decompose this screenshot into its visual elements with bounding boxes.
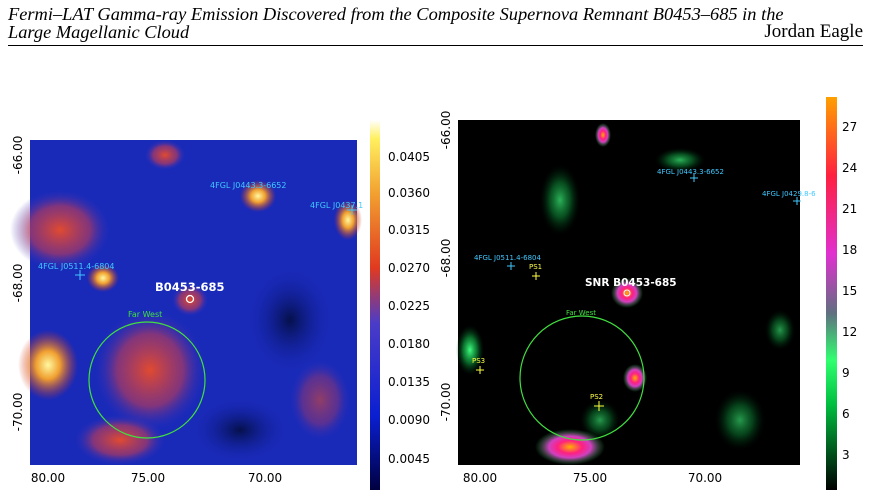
colorbar-tick-label: 24	[842, 161, 857, 175]
author: Jordan Eagle	[764, 21, 863, 42]
left-map	[10, 140, 362, 465]
y-tick-label: -68.00	[439, 239, 453, 278]
colorbar-tick-label: 0.0360	[388, 186, 430, 200]
colorbar-tick-label: 0.0315	[388, 223, 430, 237]
colorbar-tick-label: 0.0090	[388, 413, 430, 427]
colorbar-tick-label: 21	[842, 202, 857, 216]
colorbar	[826, 97, 837, 490]
x-tick-label: 80.00	[31, 471, 65, 485]
running-title: Large Magellanic Cloud	[8, 22, 190, 42]
y-tick-label: -66.00	[439, 111, 453, 150]
colorbar-tick-label: 18	[842, 243, 857, 257]
map-annotation: 4FGL J0511.4-6804	[38, 262, 115, 271]
x-tick-label: 70.00	[248, 471, 282, 485]
x-tick-label: 75.00	[573, 471, 607, 485]
colorbar-tick-label: 0.0270	[388, 261, 430, 275]
colorbar	[370, 120, 380, 490]
colorbar-tick-label: 0.0405	[388, 150, 430, 164]
map-annotation: 4FGL J0443.3-6652	[210, 181, 287, 190]
right-map	[456, 120, 801, 465]
y-tick-label: -68.00	[11, 264, 25, 303]
map-annotation: 4FGL J0443.3-6652	[657, 168, 724, 176]
colorbar-tick-label: 0.0135	[388, 375, 430, 389]
map-annotation: 4FGL J0437.1	[310, 201, 363, 210]
colorbar-tick-label: 0.0180	[388, 337, 430, 351]
map-annotation: 4FGL J0511.4-6804	[474, 254, 541, 262]
x-tick-label: 70.00	[688, 471, 722, 485]
colorbar-tick-label: 27	[842, 120, 857, 134]
colorbar-tick-label: 3	[842, 448, 850, 462]
colorbar-tick-label: 9	[842, 366, 850, 380]
map-annotation: B0453-685	[155, 280, 225, 294]
y-tick-label: -66.00	[11, 136, 25, 175]
y-tick-label: -70.00	[11, 393, 25, 432]
map-annotation: PS1	[529, 263, 542, 271]
colorbar-tick-label: 15	[842, 284, 857, 298]
x-tick-label: 75.00	[131, 471, 165, 485]
header-rule	[8, 45, 863, 46]
colorbar-tick-label: 0.0045	[388, 452, 430, 466]
colorbar-tick-label: 12	[842, 325, 857, 339]
map-annotation: Far West	[128, 310, 162, 319]
y-tick-label: -70.00	[439, 383, 453, 422]
x-tick-label: 80.00	[463, 471, 497, 485]
map-annotation: SNR B0453-685	[585, 277, 677, 289]
running-title: Fermi–LAT Gamma-ray Emission Discovered …	[8, 4, 784, 24]
map-annotation: Far West	[566, 309, 596, 317]
map-annotation: PS3	[472, 357, 485, 365]
colorbar-tick-label: 0.0225	[388, 299, 430, 313]
map-annotation: 4FGL J0429.8-6	[762, 190, 816, 198]
colorbar-tick-label: 6	[842, 407, 850, 421]
map-annotation: PS2	[590, 393, 603, 401]
